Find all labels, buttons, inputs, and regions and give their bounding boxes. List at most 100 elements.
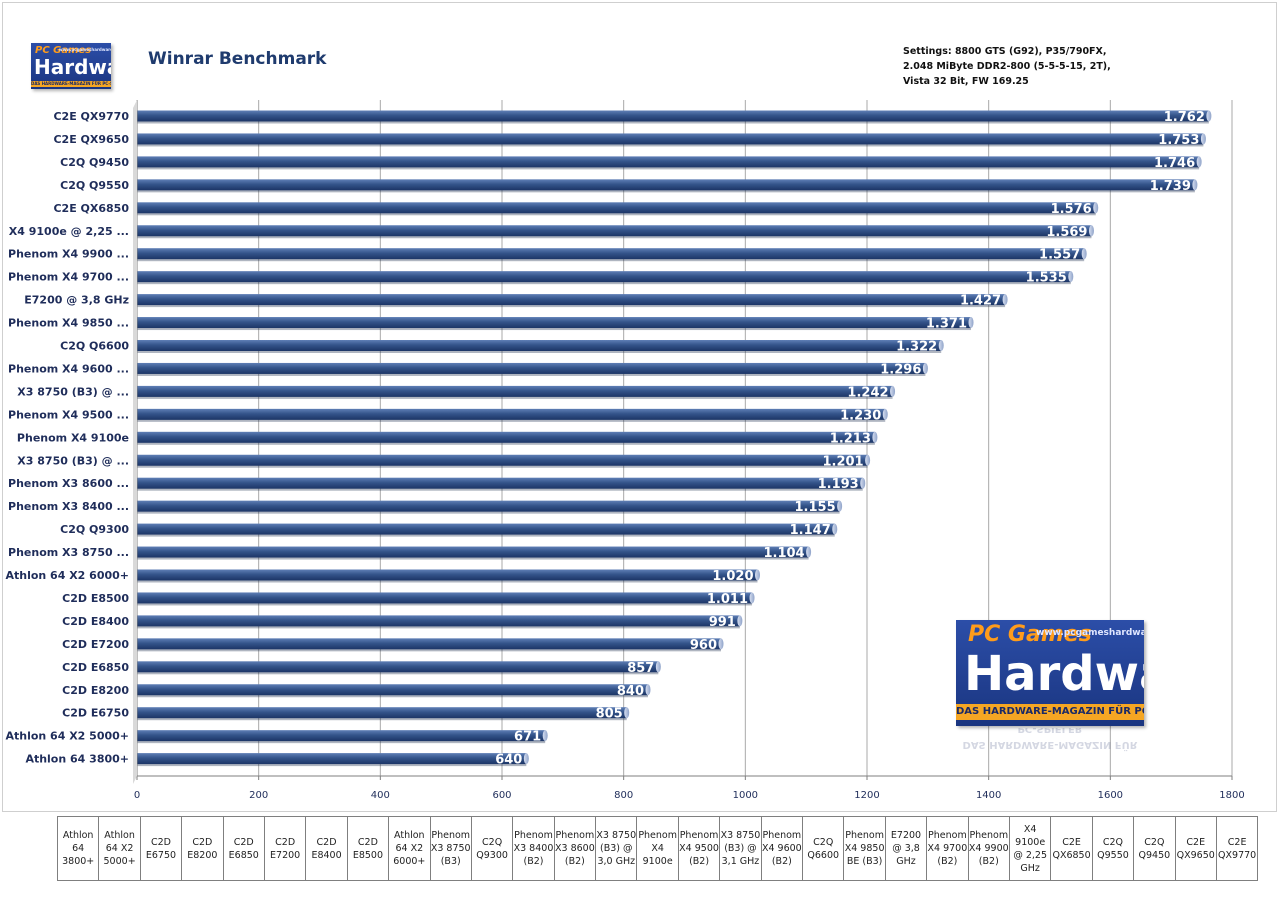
- bar-cap: [938, 340, 944, 351]
- chart-title: Winrar Benchmark: [148, 49, 327, 69]
- bar-cap: [542, 730, 548, 742]
- bar-cap: [1068, 271, 1074, 283]
- bar: [134, 753, 527, 765]
- bar-chart: 1.762 C2E QX9770 1.753 C2E QX9650 1.746 C2Q Q…: [5, 100, 1245, 801]
- bar-cap: [1088, 225, 1094, 237]
- logo-brand: PC Games: [968, 622, 1092, 647]
- x-tick-label: 800: [614, 790, 633, 801]
- x-tick-label: 1000: [733, 790, 758, 801]
- bar-group: 1.020 Athlon 64 X2 6000+: [5, 569, 760, 584]
- table-cell: Phenom X3 8750 (B3): [429, 816, 472, 881]
- table-cell: Phenom X4 9100e: [636, 816, 679, 881]
- bar-group: 1.753 C2E QX9650: [53, 133, 1206, 148]
- bar-cap: [832, 523, 838, 535]
- bar-cap: [718, 638, 724, 650]
- bar: [134, 684, 648, 696]
- axes: 0 200 400 600 800 1000 1200 1400 1600 1800: [133, 100, 1245, 801]
- bar: [134, 615, 740, 627]
- x-tick-label: 1800: [1219, 790, 1244, 801]
- value-label: 1.147: [790, 523, 831, 538]
- bar-cap: [865, 454, 871, 466]
- bar: [134, 477, 863, 489]
- pcgh-logo-large: PC Games www.pcgameshardware.de Hardware…: [956, 620, 1144, 726]
- table-cell: Phenom X3 8400 (B2): [512, 816, 555, 881]
- bar: [134, 638, 721, 650]
- bar-group: 1.296 Phenom X4 9600 ...: [8, 362, 928, 377]
- category-label: C2E QX9770: [53, 110, 129, 123]
- bar: [134, 248, 1085, 260]
- x-tick-label: 200: [249, 790, 268, 801]
- bar: [134, 661, 659, 673]
- x-tick-label: 400: [371, 790, 390, 801]
- value-label: 1.746: [1154, 156, 1195, 171]
- table-cell: C2E QX6850: [1050, 816, 1093, 881]
- settings-line-2: 2.048 MiByte DDR2-800 (5-5-5-15, 2T),: [903, 61, 1111, 72]
- bar-cap: [837, 500, 843, 512]
- table-cell: C2D E8500: [346, 816, 390, 881]
- value-label: 1.201: [822, 454, 863, 469]
- bar-group: 1.201 X3 8750 (B3) @ ...: [17, 454, 871, 469]
- bar-group: 1.569 X4 9100e @ 2,25 ...: [9, 225, 1094, 240]
- bar-group: 960 C2D E7200: [62, 638, 724, 653]
- bar-cap: [968, 317, 974, 329]
- bar: [134, 707, 627, 719]
- value-label: 1.569: [1046, 225, 1087, 240]
- value-label: 640: [495, 753, 522, 768]
- bar-group: 1.104 Phenom X3 8750 ...: [8, 546, 812, 561]
- table-cell: C2D E6750: [139, 816, 183, 881]
- bar-cap: [755, 569, 760, 581]
- bar-group: 1.739 C2Q Q9550: [60, 179, 1198, 194]
- logo-url: www.pcgameshardware.de: [59, 47, 111, 52]
- bar-cap: [1081, 248, 1087, 260]
- category-label: Phenom X3 8750 ...: [8, 546, 129, 559]
- bar-cap: [1206, 110, 1212, 122]
- logo-url: www.pcgameshardware.de: [1036, 628, 1144, 638]
- bar: [134, 340, 942, 351]
- category-label: C2D E6750: [62, 707, 129, 720]
- bar-group: 1.371 Phenom X4 9850 ...: [8, 317, 974, 332]
- value-label: 1.230: [840, 408, 881, 423]
- bar: [134, 202, 1096, 214]
- value-label: 1.104: [763, 546, 804, 561]
- value-label: 1.011: [707, 592, 748, 607]
- table-cell: X4 9100e @ 2,25 GHz: [1008, 816, 1052, 881]
- bar: [134, 730, 546, 742]
- bar-group: 1.193 Phenom X3 8600 ...: [8, 477, 866, 492]
- value-label: 1.753: [1158, 133, 1199, 148]
- bar: [134, 431, 875, 443]
- category-label: X3 8750 (B3) @ ...: [17, 454, 129, 467]
- value-label: 1.193: [818, 477, 859, 492]
- logo-tagline: DAS HARDWARE-MAGAZIN FÜR PC-SPIELER: [956, 704, 1144, 720]
- category-label: Athlon 64 X2 6000+: [5, 569, 129, 582]
- bar-group: 1.535 Phenom X4 9700 ...: [8, 271, 1074, 286]
- table-cell: Phenom X3 8600 (B2): [553, 816, 597, 881]
- category-label: Athlon 64 3800+: [25, 753, 129, 766]
- bar-cap: [655, 661, 661, 673]
- x-tick-label: 1600: [1098, 790, 1123, 801]
- table-cell: Phenom X4 9600 (B2): [760, 816, 804, 881]
- bar: [134, 110, 1209, 122]
- logo-name: Hardware: [34, 55, 111, 79]
- category-label: Athlon 64 X2 5000+: [5, 730, 129, 743]
- bar-group: 991 C2D E8400: [62, 615, 743, 630]
- table-cell: C2Q Q9450: [1133, 816, 1176, 881]
- table-cell: Athlon 64 3800+: [56, 816, 100, 881]
- bar-cap: [624, 707, 630, 719]
- x-tick-label: 0: [134, 790, 140, 801]
- bar: [134, 546, 809, 558]
- bar-group: 1.242 X3 8750 (B3) @ ...: [17, 385, 896, 400]
- bar-cap: [1093, 202, 1099, 214]
- category-label: C2D E7200: [62, 638, 129, 651]
- pcgh-logo-small: PC Games www.pcgameshardware.de Hardware…: [31, 43, 111, 89]
- category-label: C2D E8200: [62, 684, 129, 697]
- value-label: 960: [690, 638, 717, 653]
- value-label: 1.371: [926, 317, 967, 332]
- category-label: C2E QX9650: [53, 133, 129, 146]
- bar-group: 1.762 C2E QX9770: [53, 110, 1212, 125]
- value-label: 1.213: [830, 431, 871, 446]
- category-label: Phenom X3 8600 ...: [8, 477, 129, 490]
- table-cell: C2D E7200: [263, 816, 307, 881]
- bar-group: 1.011 C2D E8500: [62, 592, 755, 607]
- axis-wall: [133, 100, 137, 784]
- category-label: Phenom X4 9100e: [17, 431, 129, 444]
